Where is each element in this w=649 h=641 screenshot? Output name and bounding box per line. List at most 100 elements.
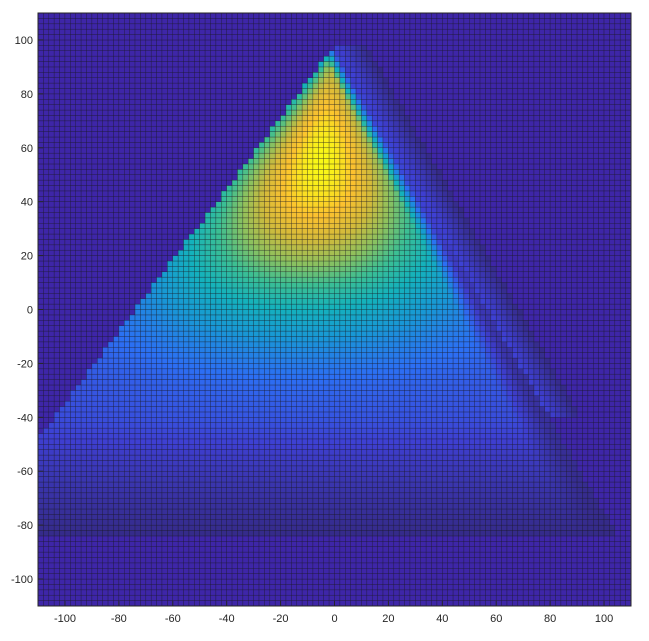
heatmap-cell xyxy=(242,82,249,89)
heatmap-cell xyxy=(145,260,152,267)
heatmap-cell xyxy=(134,390,141,397)
heatmap-cell xyxy=(177,373,184,380)
heatmap-cell xyxy=(102,470,109,477)
heatmap-cell xyxy=(145,524,152,531)
heatmap-cell xyxy=(145,465,152,472)
heatmap-cell xyxy=(113,23,120,30)
heatmap-cell xyxy=(264,589,271,596)
heatmap-cell xyxy=(129,61,136,68)
heatmap-cell xyxy=(199,465,206,472)
heatmap-cell xyxy=(247,147,254,154)
heatmap-cell xyxy=(204,470,211,477)
heatmap-cell xyxy=(53,18,60,25)
heatmap-cell xyxy=(91,228,98,235)
heatmap-cell xyxy=(269,497,276,504)
heatmap-cell xyxy=(70,147,76,154)
heatmap-cell xyxy=(183,578,190,585)
heatmap-cell xyxy=(194,55,200,62)
heatmap-cell xyxy=(269,352,276,359)
heatmap-cell xyxy=(129,222,136,229)
heatmap-cell xyxy=(150,115,157,122)
heatmap-cell xyxy=(161,406,168,413)
heatmap-cell xyxy=(70,88,76,95)
heatmap-cell xyxy=(53,476,60,483)
heatmap-cell xyxy=(264,163,271,170)
heatmap-cell xyxy=(199,487,206,494)
heatmap-cell xyxy=(247,578,254,585)
heatmap-cell xyxy=(264,433,271,440)
heatmap-cell xyxy=(140,508,147,515)
heatmap-cell xyxy=(107,77,114,84)
heatmap-cell xyxy=(113,600,120,607)
heatmap-cell xyxy=(107,336,114,343)
heatmap-cell xyxy=(129,470,136,477)
heatmap-cell xyxy=(221,379,227,386)
heatmap-cell xyxy=(215,298,222,305)
heatmap-cell xyxy=(226,88,233,95)
heatmap-cell xyxy=(264,282,271,289)
heatmap-cell xyxy=(91,217,98,224)
heatmap-cell xyxy=(97,481,103,488)
heatmap-cell xyxy=(53,28,60,35)
heatmap-cell xyxy=(80,201,87,208)
heatmap-cell xyxy=(258,551,265,558)
heatmap-cell xyxy=(97,330,103,337)
heatmap-cell xyxy=(199,34,206,41)
heatmap-cell xyxy=(188,217,195,224)
heatmap-cell xyxy=(145,390,152,397)
heatmap-cell xyxy=(226,503,233,510)
heatmap-cell xyxy=(199,330,206,337)
heatmap-cell xyxy=(247,233,254,240)
heatmap-cell xyxy=(215,303,222,310)
heatmap-cell xyxy=(129,39,136,46)
heatmap-cell xyxy=(75,341,82,348)
heatmap-cell xyxy=(113,125,120,132)
heatmap-cell xyxy=(242,309,249,316)
heatmap-cell xyxy=(242,249,249,256)
heatmap-cell xyxy=(113,438,120,445)
heatmap-cell xyxy=(269,131,276,138)
heatmap-cell xyxy=(221,303,227,310)
heatmap-cell xyxy=(59,282,66,289)
heatmap-cell xyxy=(70,303,76,310)
heatmap-cell xyxy=(167,142,174,149)
heatmap-cell xyxy=(210,39,217,46)
heatmap-cell xyxy=(177,104,184,111)
heatmap-cell xyxy=(48,481,55,488)
heatmap-cell xyxy=(113,481,120,488)
heatmap-cell xyxy=(97,120,103,127)
heatmap-cell xyxy=(226,433,233,440)
heatmap-cell xyxy=(161,55,168,62)
heatmap-cell xyxy=(269,530,276,537)
heatmap-cell xyxy=(70,109,76,116)
heatmap-cell xyxy=(48,535,55,542)
heatmap-cell xyxy=(221,390,227,397)
heatmap-cell xyxy=(215,341,222,348)
heatmap-cell xyxy=(161,379,168,386)
heatmap-cell xyxy=(91,77,98,84)
heatmap-cell xyxy=(183,179,190,186)
heatmap-cell xyxy=(48,212,55,219)
heatmap-cell xyxy=(210,61,217,68)
heatmap-cell xyxy=(64,93,71,100)
heatmap-cell xyxy=(48,158,55,165)
heatmap-cell xyxy=(237,508,244,515)
heatmap-cell xyxy=(43,460,50,467)
heatmap-cell xyxy=(124,589,130,596)
heatmap-cell xyxy=(64,293,71,299)
heatmap-cell xyxy=(264,201,271,208)
heatmap-cell xyxy=(43,303,50,310)
heatmap-cell xyxy=(274,503,281,510)
heatmap-cell xyxy=(156,260,163,267)
heatmap-cell xyxy=(107,201,114,208)
heatmap-cell xyxy=(43,93,50,100)
heatmap-cell xyxy=(161,524,168,531)
heatmap-cell xyxy=(113,465,120,472)
heatmap-cell xyxy=(221,147,227,154)
heatmap-cell xyxy=(204,352,211,359)
heatmap-cell xyxy=(118,352,125,359)
heatmap-cell xyxy=(161,314,168,321)
heatmap-cell xyxy=(70,179,76,186)
heatmap-cell xyxy=(86,379,93,386)
heatmap-cell xyxy=(43,201,50,208)
